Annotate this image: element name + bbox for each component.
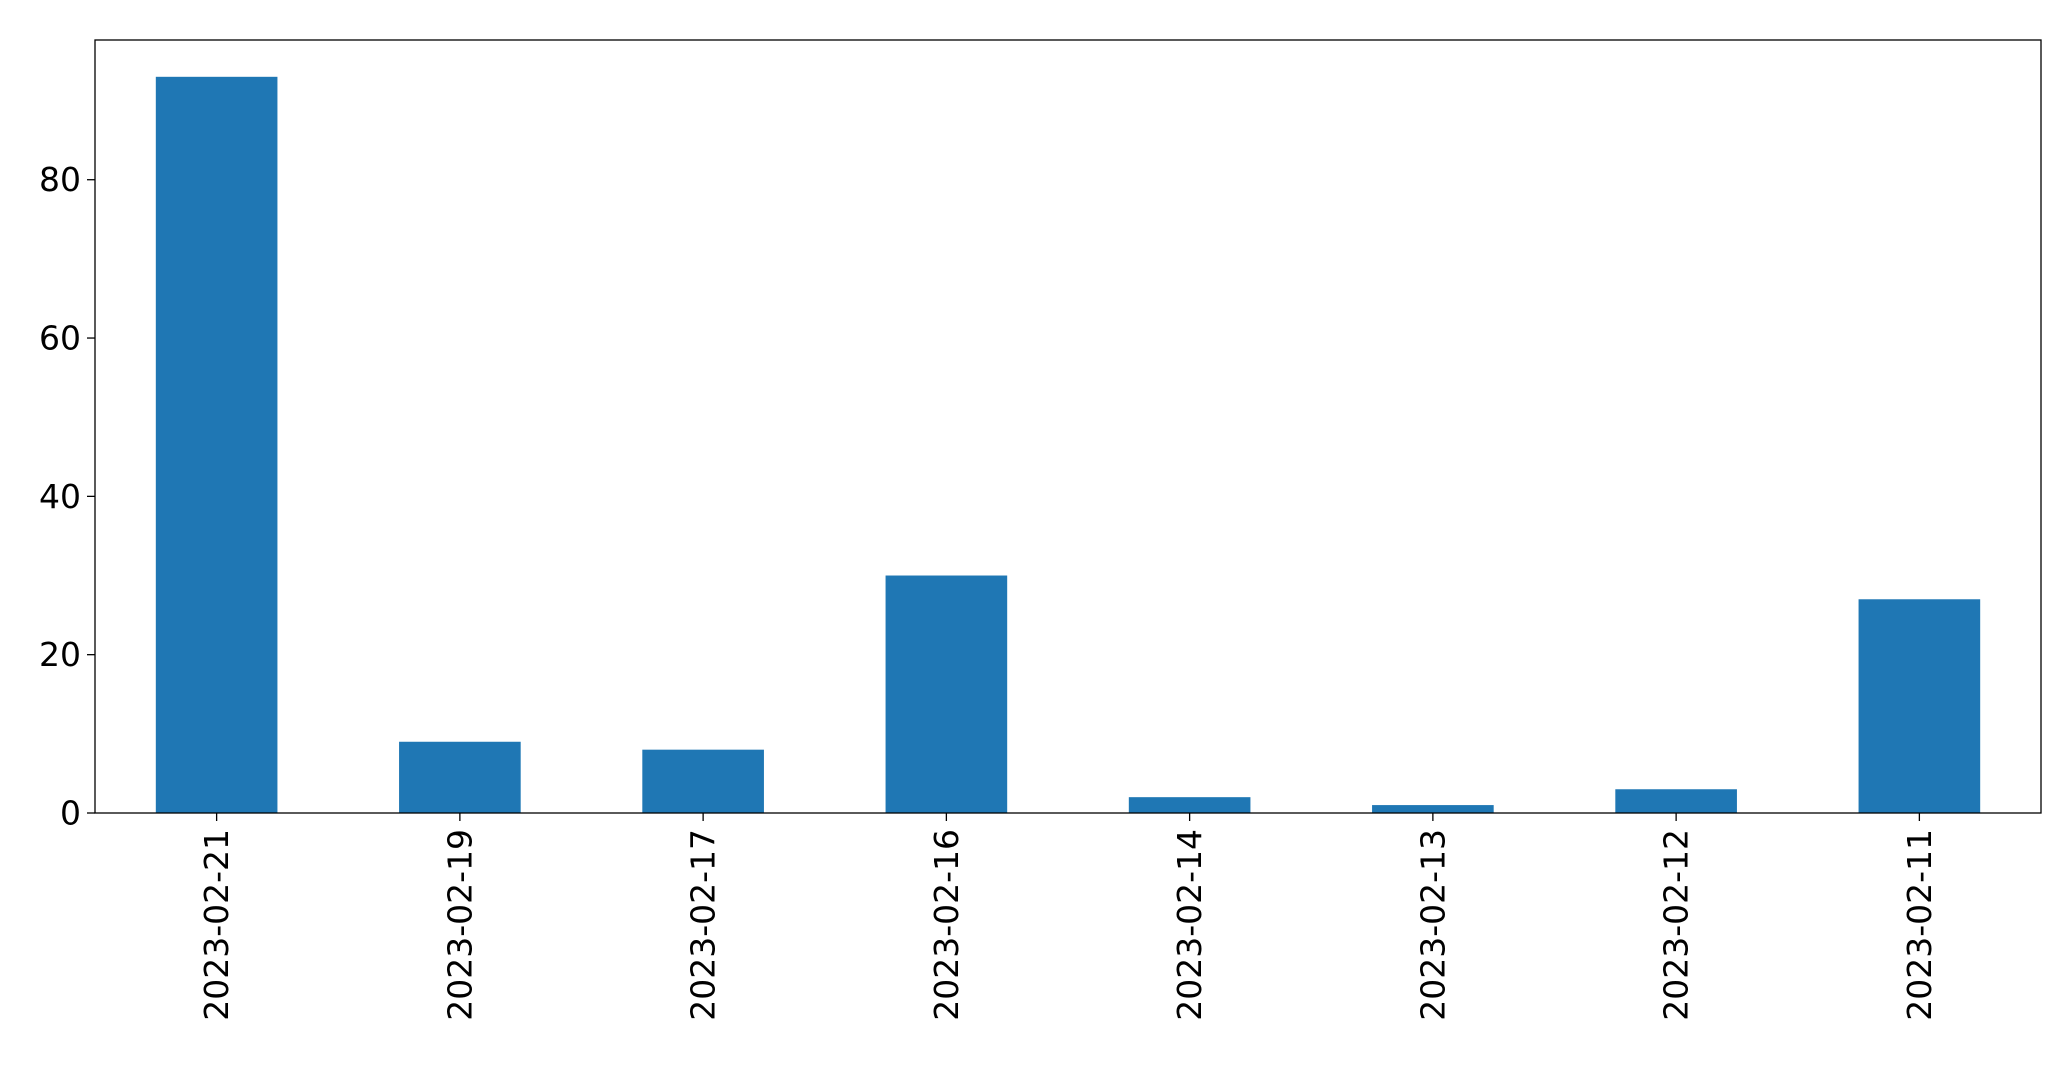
x-tick-label: 2023-02-21 bbox=[197, 829, 236, 1021]
y-tick-label: 0 bbox=[60, 794, 81, 833]
bar-2023-02-13 bbox=[1372, 805, 1494, 813]
x-tick-label: 2023-02-11 bbox=[1900, 829, 1939, 1021]
x-axis: 2023-02-21 2023-02-19 2023-02-17 2023-02-16… bbox=[197, 813, 1939, 1021]
bar-2023-02-21 bbox=[155, 76, 278, 814]
plot-frame bbox=[94, 39, 2042, 814]
y-tick-label: 40 bbox=[39, 477, 81, 516]
y-tick-label: 20 bbox=[39, 635, 81, 674]
x-tick-label: 2023-02-14 bbox=[1170, 829, 1209, 1021]
x-tick-label: 2023-02-17 bbox=[684, 829, 723, 1021]
bars-group bbox=[155, 76, 1981, 814]
bar-2023-02-19 bbox=[399, 741, 521, 813]
y-tick-label: 80 bbox=[39, 160, 81, 199]
x-tick-label: 2023-02-12 bbox=[1657, 829, 1696, 1021]
bar-2023-02-11 bbox=[1858, 599, 1981, 813]
x-tick-label: 2023-02-13 bbox=[1413, 829, 1452, 1021]
y-axis: 0 20 40 60 80 bbox=[39, 160, 95, 833]
bar-2023-02-17 bbox=[642, 749, 764, 813]
y-tick-label: 60 bbox=[39, 319, 81, 358]
bar-2023-02-14 bbox=[1128, 797, 1251, 813]
bar-2023-02-12 bbox=[1615, 789, 1737, 813]
bar-2023-02-16 bbox=[885, 575, 1008, 813]
x-tick-label: 2023-02-19 bbox=[440, 829, 479, 1021]
x-tick-label: 2023-02-16 bbox=[927, 829, 966, 1021]
